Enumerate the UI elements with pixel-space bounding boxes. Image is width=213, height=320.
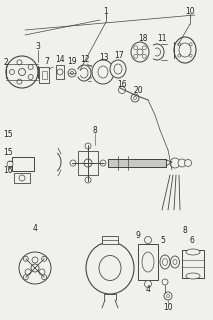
Text: 20: 20 (133, 85, 143, 94)
Text: 10: 10 (185, 6, 195, 15)
Ellipse shape (174, 37, 196, 63)
Ellipse shape (179, 43, 191, 57)
Ellipse shape (186, 273, 200, 279)
Circle shape (85, 177, 91, 183)
Circle shape (184, 159, 191, 166)
Bar (182, 250, 204, 278)
Bar (14, 173, 30, 183)
Ellipse shape (131, 42, 149, 62)
Text: 7: 7 (45, 57, 49, 66)
Circle shape (70, 160, 76, 166)
Text: 16: 16 (117, 79, 127, 89)
Text: 11: 11 (157, 34, 167, 43)
Ellipse shape (98, 66, 108, 78)
Ellipse shape (86, 242, 134, 294)
Bar (12, 157, 34, 171)
Circle shape (100, 160, 106, 166)
Text: 10: 10 (163, 303, 173, 313)
Circle shape (7, 161, 13, 167)
Bar (102, 236, 118, 244)
Ellipse shape (170, 256, 180, 268)
Circle shape (178, 159, 186, 167)
Text: 2: 2 (4, 58, 8, 67)
Circle shape (118, 86, 125, 93)
Text: 3: 3 (36, 42, 40, 51)
Circle shape (6, 56, 38, 88)
Circle shape (85, 143, 91, 149)
Text: 15: 15 (3, 148, 13, 156)
Text: 6: 6 (190, 236, 194, 244)
Text: 4: 4 (33, 223, 37, 233)
Text: 12: 12 (80, 54, 90, 63)
Text: 8: 8 (93, 125, 97, 134)
Circle shape (170, 158, 180, 168)
Circle shape (32, 257, 38, 263)
Bar (39, 67, 49, 83)
Text: 14: 14 (55, 54, 65, 63)
Circle shape (42, 256, 47, 261)
Circle shape (39, 269, 45, 275)
Text: 17: 17 (114, 51, 124, 60)
Text: 19: 19 (67, 57, 77, 66)
Circle shape (164, 292, 172, 300)
Text: 8: 8 (183, 226, 187, 235)
Bar (56, 65, 64, 79)
Text: 18: 18 (138, 34, 148, 43)
Ellipse shape (160, 255, 170, 269)
Ellipse shape (110, 60, 126, 78)
Circle shape (68, 69, 76, 77)
Circle shape (144, 236, 151, 244)
Circle shape (31, 264, 39, 272)
Circle shape (23, 256, 28, 261)
Ellipse shape (99, 255, 121, 281)
Bar (108, 159, 166, 167)
Circle shape (84, 159, 92, 167)
Circle shape (162, 279, 168, 285)
Circle shape (144, 281, 151, 287)
Text: 1: 1 (104, 6, 108, 15)
Text: 9: 9 (135, 230, 140, 239)
Circle shape (42, 275, 47, 280)
Text: 5: 5 (161, 236, 166, 244)
Circle shape (19, 252, 51, 284)
Circle shape (25, 269, 31, 275)
Ellipse shape (92, 60, 114, 84)
Circle shape (131, 94, 139, 102)
Circle shape (23, 275, 28, 280)
Bar (42, 71, 47, 79)
Text: 15: 15 (3, 130, 13, 139)
Bar (138, 244, 158, 280)
Text: 4: 4 (145, 285, 150, 294)
Text: 13: 13 (99, 52, 109, 61)
Bar (78, 151, 98, 175)
Ellipse shape (186, 249, 200, 255)
Text: 16: 16 (3, 165, 13, 174)
